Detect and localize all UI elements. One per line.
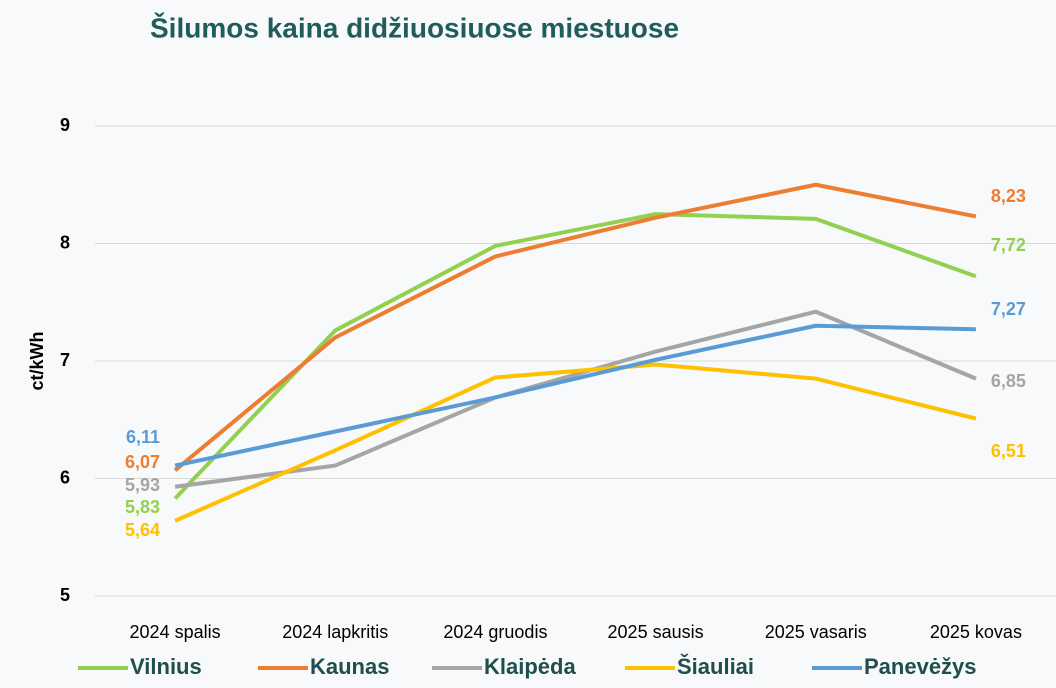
chart-title: Šilumos kaina didžiuosiuose miestuose — [150, 11, 679, 43]
x-tick-label: 2025 sausis — [608, 622, 704, 642]
data-label: 5,83 — [125, 497, 160, 517]
x-tick-label: 2024 gruodis — [443, 622, 547, 642]
y-tick-label: 5 — [60, 585, 70, 605]
data-label: 6,07 — [125, 452, 160, 472]
x-tick-label: 2024 lapkritis — [282, 622, 388, 642]
y-tick-label: 9 — [60, 115, 70, 135]
y-axis-label: ct/kWh — [27, 331, 47, 390]
legend-label: Panevėžys — [864, 654, 977, 679]
x-tick-label: 2025 kovas — [930, 622, 1022, 642]
data-label: 6,51 — [991, 441, 1026, 461]
series-line — [173, 182, 977, 472]
y-tick-label: 8 — [60, 232, 70, 252]
x-tick-label: 2024 spalis — [130, 622, 221, 642]
data-label: 6,11 — [126, 427, 160, 447]
legend-label: Vilnius — [130, 654, 202, 679]
data-label: 5,93 — [125, 475, 160, 495]
legend-label: Kaunas — [310, 654, 389, 679]
x-tick-label: 2025 vasaris — [765, 622, 867, 642]
y-tick-label: 6 — [60, 467, 70, 487]
data-label: 6,85 — [991, 371, 1026, 391]
data-label: 5,64 — [125, 520, 160, 540]
data-label: 8,23 — [991, 186, 1026, 206]
data-label: 7,72 — [991, 235, 1026, 255]
series-line — [174, 323, 976, 468]
legend-label: Klaipėda — [484, 654, 576, 679]
series-line — [174, 309, 977, 489]
y-tick-label: 7 — [60, 350, 70, 370]
data-label: 7,27 — [991, 299, 1026, 319]
series-line — [173, 212, 977, 500]
legend-label: Šiauliai — [677, 654, 754, 679]
series-line — [174, 362, 977, 523]
